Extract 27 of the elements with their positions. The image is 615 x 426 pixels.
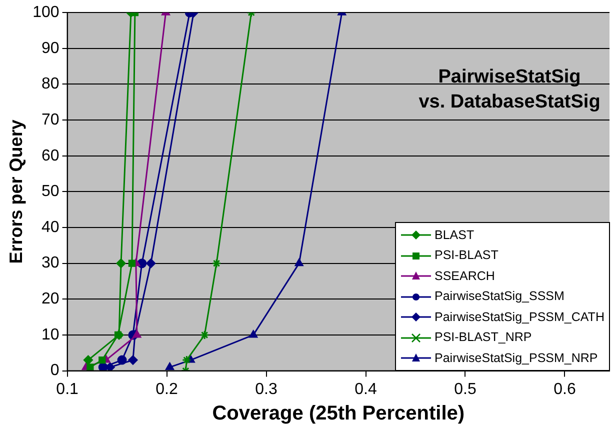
legend-label: PairwiseStatSig_PSSM_NRP <box>434 350 598 367</box>
x-tick-label: 0.6 <box>554 380 576 398</box>
y-tick-label: 80 <box>42 76 60 93</box>
x-tick-label: 0.4 <box>354 380 377 398</box>
y-axis-title: Errors per Query <box>6 120 26 264</box>
y-tick-label: 50 <box>42 183 60 200</box>
legend-label: PSI-BLAST <box>434 247 498 264</box>
y-tick-label: 70 <box>42 111 60 128</box>
text: PairwiseStatSig vs. DatabaseStatSig <box>418 66 600 112</box>
y-tick-label: 10 <box>42 326 60 344</box>
y-tick-label: 60 <box>42 147 60 164</box>
y-tick-label: 40 <box>42 218 60 236</box>
legend-label: BLAST <box>434 226 474 244</box>
y-tick-label: 30 <box>42 254 60 272</box>
x-tick-label: 0.2 <box>156 380 178 398</box>
x-tick-label: 0.3 <box>255 380 278 398</box>
x-tick-label: 0.5 <box>454 380 476 398</box>
x-axis-title: Coverage (25th Percentile) <box>212 402 465 425</box>
legend-label: PSI-BLAST_NRP <box>434 329 532 346</box>
legend-label: PairwiseStatSig_PSSM_CATH <box>434 308 604 326</box>
legend-label: PairwiseStatSig_SSSM <box>434 288 564 306</box>
y-tick-label: 90 <box>42 40 60 57</box>
y-tick-label: 100 <box>32 4 60 22</box>
y-tick-label: 0 <box>50 362 60 380</box>
legend-label: SSEARCH <box>434 268 495 285</box>
x-tick-label: 0.1 <box>56 380 79 398</box>
y-tick-label: 20 <box>42 290 60 308</box>
